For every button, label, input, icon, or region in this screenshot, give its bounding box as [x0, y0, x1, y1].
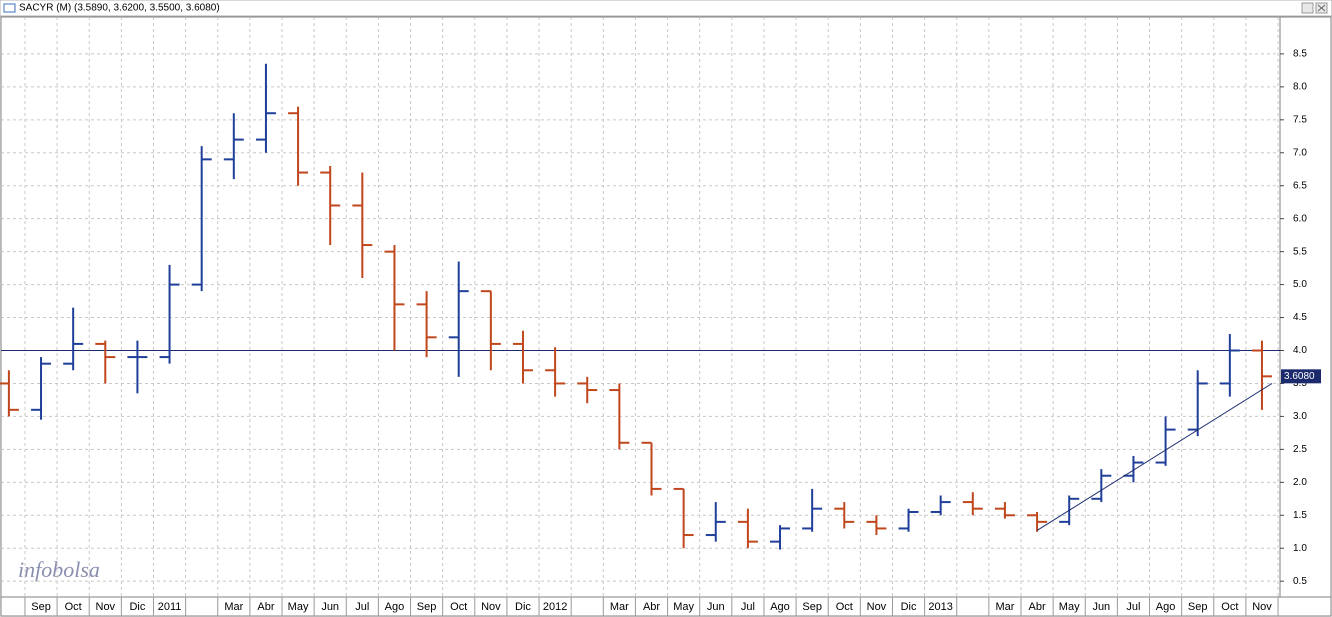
y-tick-label: 7.0 — [1293, 147, 1307, 158]
y-tick-label: 0.5 — [1293, 576, 1307, 587]
close-icon — [1317, 4, 1326, 12]
restore-button[interactable] — [1301, 2, 1314, 14]
y-tick-label: 6.0 — [1293, 213, 1307, 224]
y-tick-label: 5.5 — [1293, 246, 1307, 257]
y-tick-label: 7.5 — [1293, 114, 1307, 125]
x-tick-label: Jun — [707, 601, 725, 613]
x-tick-label: Oct — [450, 601, 467, 613]
window-icon — [3, 3, 16, 13]
x-tick-label: Abr — [643, 601, 660, 613]
x-tick-label: Oct — [836, 601, 853, 613]
x-tick-label: Nov — [1252, 601, 1272, 613]
x-tick-label: May — [1059, 601, 1080, 613]
x-tick-label: Sep — [417, 601, 437, 613]
x-tick-label: Jul — [1126, 601, 1140, 613]
x-tick-label: Sep — [802, 601, 822, 613]
x-tick-label: Sep — [1188, 601, 1208, 613]
chart-title: SACYR (M) (3.5890, 3.6200, 3.5500, 3.608… — [19, 3, 220, 14]
x-tick-label: Nov — [481, 601, 501, 613]
y-tick-label: 8.0 — [1293, 82, 1307, 93]
y-tick-label: 1.0 — [1293, 543, 1307, 554]
x-axis-area — [0, 596, 1332, 617]
y-tick-label: 5.0 — [1293, 279, 1307, 290]
x-tick-label: Ago — [1156, 601, 1176, 613]
x-tick-label: Jun — [1092, 601, 1110, 613]
x-tick-label: Ago — [770, 601, 790, 613]
x-tick-label: Sep — [31, 601, 51, 613]
y-tick-label: 6.5 — [1293, 180, 1307, 191]
x-tick-label: Nov — [867, 601, 887, 613]
y-tick-label: 3.5 — [1293, 378, 1307, 389]
x-tick-label: Mar — [995, 601, 1014, 613]
plot-area — [0, 16, 1281, 598]
x-tick-label: Abr — [257, 601, 274, 613]
logo: infobolsa — [18, 557, 100, 582]
x-tick-label: Jul — [741, 601, 755, 613]
x-tick-label: 2011 — [158, 601, 182, 613]
x-tick-label: May — [288, 601, 309, 613]
y-axis-area — [1279, 16, 1332, 598]
x-tick-label: Dic — [515, 601, 531, 613]
x-tick-label: Mar — [224, 601, 243, 613]
x-tick-label: Dic — [901, 601, 917, 613]
y-tick-label: 8.5 — [1293, 49, 1307, 60]
trend-line — [1036, 383, 1273, 531]
x-tick-label: Mar — [610, 601, 629, 613]
y-tick-label: 1.5 — [1293, 510, 1307, 521]
x-tick-label: Jul — [355, 601, 369, 613]
x-tick-label: Nov — [96, 601, 116, 613]
x-tick-label: Jun — [321, 601, 339, 613]
x-tick-label: 2013 — [928, 601, 952, 613]
x-tick-label: Ago — [385, 601, 405, 613]
x-tick-label: May — [673, 601, 694, 613]
x-tick-label: Abr — [1028, 601, 1045, 613]
x-tick-label: Oct — [1221, 601, 1238, 613]
y-tick-label: 4.5 — [1293, 312, 1307, 323]
x-tick-label: Dic — [129, 601, 145, 613]
y-tick-label: 2.0 — [1293, 477, 1307, 488]
y-tick-label: 3.0 — [1293, 411, 1307, 422]
y-tick-label: 2.5 — [1293, 444, 1307, 455]
x-tick-label: 2012 — [543, 601, 567, 613]
x-tick-label: Oct — [65, 601, 82, 613]
last-price-label: 3.6080 — [1284, 371, 1315, 382]
title-bar — [0, 0, 1332, 17]
y-tick-label: 4.0 — [1293, 345, 1307, 356]
last-price-tag — [1281, 369, 1321, 384]
